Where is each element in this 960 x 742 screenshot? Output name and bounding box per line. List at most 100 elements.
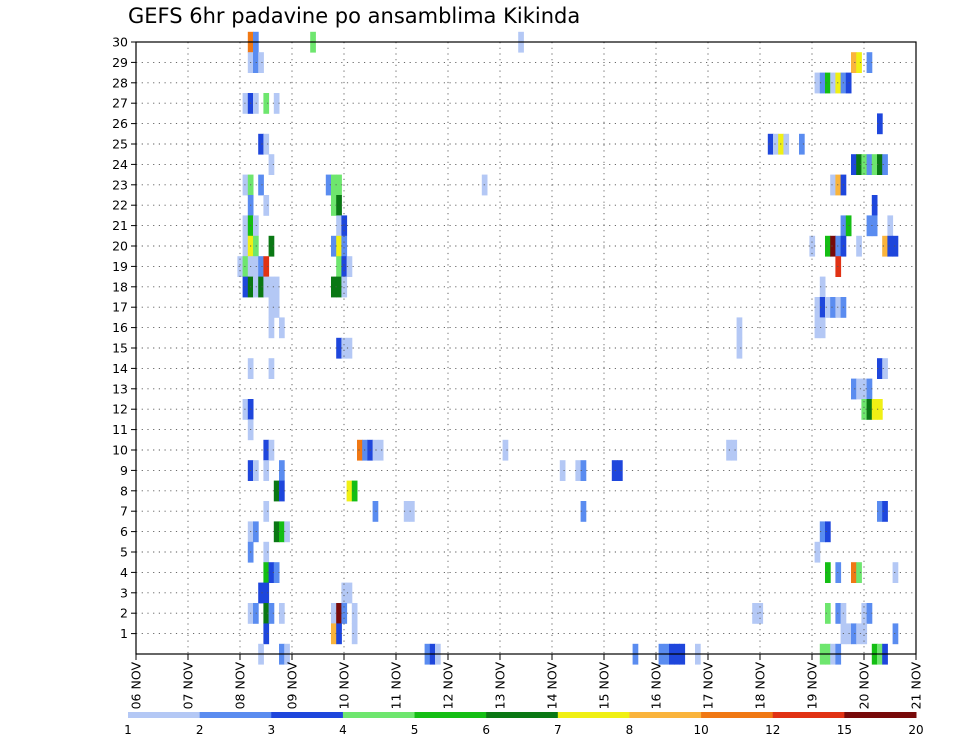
y-tick-label: 11	[112, 422, 128, 437]
colorbar-swatch	[199, 712, 272, 718]
precip-cell	[877, 154, 883, 175]
precip-cell	[814, 297, 821, 318]
precip-cell	[258, 256, 264, 277]
precip-cell	[331, 603, 337, 624]
precip-cell	[819, 317, 826, 339]
precip-cell	[871, 215, 878, 237]
y-tick-label: 13	[112, 381, 128, 396]
precip-cell	[559, 460, 566, 481]
precip-cell	[819, 276, 826, 298]
x-tick-label: 13 NOV	[493, 662, 508, 710]
chart-title: GEFS 6hr padavine po ansamblima Kikinda	[128, 4, 581, 28]
precip-cell	[331, 174, 337, 196]
y-tick-label: 29	[112, 55, 128, 70]
precip-cell	[866, 52, 873, 73]
precip-cell	[830, 174, 836, 196]
y-tick-label: 23	[112, 177, 128, 192]
colorbar-swatch	[486, 712, 559, 718]
y-tick-label: 26	[112, 116, 128, 131]
precip-cell	[851, 562, 857, 583]
precip-cell	[403, 501, 410, 522]
precip-cell	[263, 256, 270, 277]
precip-cell	[258, 582, 264, 604]
x-tick-label: 17 NOV	[701, 662, 716, 710]
precip-cell	[819, 521, 826, 543]
y-tick-label: 28	[112, 75, 128, 90]
grid	[136, 42, 916, 654]
precip-cell	[580, 460, 587, 481]
precip-cell	[871, 195, 878, 216]
precip-cell	[341, 235, 348, 257]
precip-cell	[273, 276, 280, 298]
x-tick-label: 09 NOV	[285, 662, 300, 710]
x-tick-label: 21 NOV	[909, 662, 924, 710]
x-tick-label: 14 NOV	[545, 662, 560, 710]
precip-cell	[279, 460, 285, 481]
y-tick-label: 5	[120, 545, 128, 560]
precip-cell	[341, 582, 348, 604]
precip-cell	[866, 378, 873, 400]
y-tick-label: 21	[112, 218, 128, 233]
x-tick-label: 15 NOV	[597, 662, 612, 710]
precip-cell	[830, 72, 836, 94]
colorbar-label: 15	[837, 723, 852, 737]
colorbar-swatch	[342, 712, 416, 718]
y-tick-label: 8	[120, 483, 128, 498]
precip-cell	[861, 603, 868, 624]
x-tick-label: 07 NOV	[181, 662, 196, 710]
precip-cell	[336, 337, 342, 359]
y-tick-label: 18	[112, 279, 128, 294]
precip-cell	[351, 480, 358, 502]
precip-cell	[887, 215, 894, 237]
precip-cell	[809, 235, 816, 257]
precip-cell	[268, 603, 275, 624]
colorbar-label: 5	[411, 723, 419, 737]
precip-cell	[819, 72, 826, 94]
precip-cell	[263, 276, 270, 298]
precip-cell	[268, 235, 275, 257]
precip-cell	[502, 439, 509, 461]
precip-cell	[336, 174, 342, 196]
precip-cell	[856, 235, 862, 257]
precip-cell	[351, 623, 358, 645]
precip-cell	[331, 623, 337, 645]
y-tick-label: 16	[112, 320, 128, 335]
precip-cell	[273, 480, 280, 502]
precip-cell	[830, 235, 836, 257]
precip-cell	[617, 460, 623, 481]
x-tick-label: 10 NOV	[337, 662, 352, 710]
precip-cell	[331, 195, 337, 216]
precip-cell	[258, 52, 264, 73]
colorbar-label: 10	[693, 723, 708, 737]
x-tick-label: 11 NOV	[389, 662, 404, 710]
precip-cell	[866, 603, 873, 624]
colorbar-swatch	[844, 712, 917, 718]
precip-cell	[851, 52, 857, 73]
precip-cell	[611, 460, 618, 481]
precip-cell	[877, 358, 883, 379]
precip-cell	[336, 256, 342, 277]
precip-cell	[263, 541, 270, 563]
precip-cell	[892, 562, 899, 583]
colorbar-label: 12	[765, 723, 780, 737]
y-tick-label: 24	[112, 157, 128, 172]
precip-cell	[336, 276, 342, 298]
y-tick-label: 19	[112, 259, 128, 274]
precip-cell	[268, 154, 275, 175]
precip-cell	[268, 317, 275, 339]
precip-cell	[861, 378, 868, 400]
precip-cell	[877, 399, 883, 420]
colorbar-label: 6	[482, 723, 490, 737]
precip-cell	[341, 337, 348, 359]
precip-cell	[263, 623, 270, 645]
precip-cell	[819, 297, 826, 318]
precip-cell	[731, 439, 738, 461]
colorbar: 1 2 3 4 5 6 7 8 10 12 15 20	[124, 712, 924, 737]
precip-cell	[279, 521, 285, 543]
y-tick-label: 14	[112, 361, 128, 376]
axes: 1234567891011121314151617181920212223242…	[112, 35, 923, 710]
precip-cell	[263, 439, 270, 461]
precip-cell	[882, 358, 888, 379]
precip-cell	[752, 603, 758, 624]
colorbar-swatch	[701, 712, 774, 718]
